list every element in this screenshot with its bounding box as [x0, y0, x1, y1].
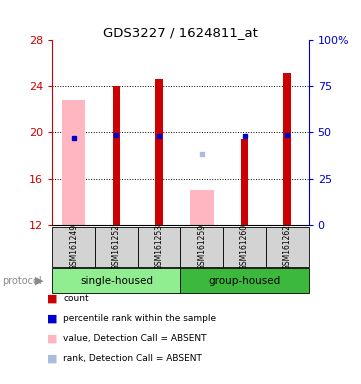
Bar [95, 227, 138, 267]
Bar [155, 79, 163, 225]
Bar [113, 86, 120, 225]
Bar [241, 139, 248, 225]
Text: single-housed: single-housed [80, 275, 153, 286]
Text: ▶: ▶ [35, 275, 44, 286]
Text: ■: ■ [47, 354, 57, 364]
Text: ■: ■ [47, 334, 57, 344]
Text: rank, Detection Call = ABSENT: rank, Detection Call = ABSENT [63, 354, 202, 363]
Text: GSM161262: GSM161262 [283, 224, 292, 270]
Text: GSM161252: GSM161252 [112, 224, 121, 270]
Text: GSM161249: GSM161249 [69, 223, 78, 270]
Text: ■: ■ [47, 314, 57, 324]
Bar [138, 227, 180, 267]
Bar [266, 227, 309, 267]
Text: group-housed: group-housed [208, 275, 281, 286]
Text: GSM161260: GSM161260 [240, 223, 249, 270]
Text: protocol: protocol [2, 275, 42, 286]
Bar [180, 268, 309, 293]
Text: value, Detection Call = ABSENT: value, Detection Call = ABSENT [63, 334, 207, 343]
Text: GSM161253: GSM161253 [155, 223, 164, 270]
Text: count: count [63, 294, 89, 303]
Title: GDS3227 / 1624811_at: GDS3227 / 1624811_at [103, 26, 258, 39]
Bar [52, 268, 180, 293]
Bar [190, 190, 214, 225]
Text: ■: ■ [47, 294, 57, 304]
Bar [62, 100, 86, 225]
Bar [180, 227, 223, 267]
Bar [223, 227, 266, 267]
Text: GSM161259: GSM161259 [197, 223, 206, 270]
Bar [52, 227, 95, 267]
Bar [283, 73, 291, 225]
Text: percentile rank within the sample: percentile rank within the sample [63, 314, 216, 323]
